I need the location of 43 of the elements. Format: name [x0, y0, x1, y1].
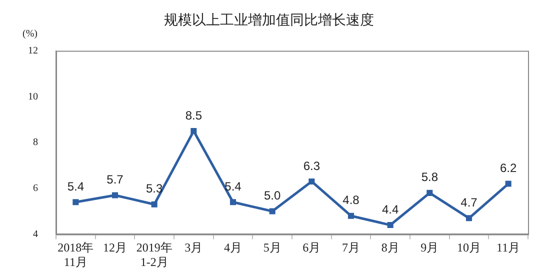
data-label: 5.8	[421, 170, 438, 184]
chart-title: 规模以上工业增加值同比增长速度	[164, 11, 374, 28]
x-tick-label: 4月	[224, 240, 242, 255]
point	[426, 190, 433, 196]
point	[269, 208, 276, 214]
y-tick-label: 6	[33, 182, 38, 194]
x-tick-label: 3月	[184, 240, 203, 255]
x-tick-label: 8月	[381, 240, 400, 255]
data-label: 5.4	[67, 179, 84, 194]
point	[112, 192, 118, 198]
point	[387, 222, 394, 228]
point	[230, 199, 236, 206]
x-tick-label: 9月	[420, 240, 439, 255]
data-label: 5.7	[106, 172, 124, 187]
data-label: 5.3	[146, 182, 163, 196]
x-tick-label: 2018年 11月	[58, 240, 94, 269]
data-label: 6.3	[303, 158, 320, 173]
x-tick-label: 6月	[302, 240, 321, 255]
point	[308, 178, 315, 184]
y-tick-label: 8	[33, 137, 38, 148]
data-label: 4.8	[342, 193, 360, 208]
x-tick-label: 10月	[457, 240, 481, 255]
point	[72, 199, 79, 206]
data-label: 5.0	[264, 188, 281, 203]
point	[190, 128, 197, 134]
data-label: 6.2	[500, 161, 517, 176]
y-tick-label: 12	[28, 45, 38, 56]
point	[151, 201, 158, 208]
data-label: 4.4	[382, 202, 399, 216]
point	[505, 180, 512, 187]
data-label: 5.4	[224, 179, 242, 194]
y-tick-label: 10	[28, 91, 38, 102]
x-tick-label: 2019年 1-2月	[136, 240, 172, 269]
x-tick-label: 12月	[103, 240, 127, 255]
y-axis-title: (%)	[22, 28, 38, 40]
x-tick-label: 5月	[263, 240, 282, 255]
data-label: 8.5	[185, 108, 202, 122]
point	[348, 212, 354, 219]
data-label: 4.7	[460, 195, 478, 210]
y-tick-label: 4	[33, 228, 38, 240]
point	[466, 215, 472, 222]
x-tick-label: 7月	[342, 240, 360, 255]
x-tick-label: 11月	[496, 240, 520, 255]
